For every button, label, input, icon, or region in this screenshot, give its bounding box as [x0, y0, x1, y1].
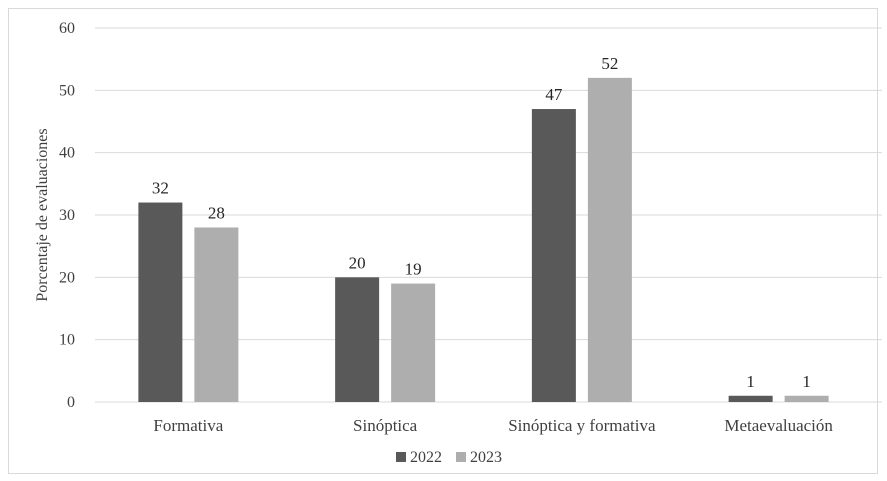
bars [138, 77, 829, 403]
bar-2022-2 [335, 277, 380, 402]
y-tick-label: 40 [59, 145, 75, 162]
bar-2022-3 [531, 109, 576, 403]
legend: 2022 2023 [396, 449, 502, 466]
legend-label: 2023 [470, 449, 502, 466]
bar-2022-4 [728, 395, 773, 402]
data-label: 47 [545, 85, 563, 104]
bar-2023-2 [391, 283, 436, 402]
y-tick-label: 20 [59, 269, 75, 286]
data-label: 32 [152, 179, 169, 198]
bar-2023-3 [587, 77, 632, 402]
data-label: 19 [405, 260, 422, 279]
data-labels: 32 28 20 19 47 52 1 1 [152, 54, 811, 391]
bar-2022-1 [138, 202, 183, 402]
data-label: 28 [208, 203, 225, 222]
x-category-label: Formativa [153, 416, 223, 435]
bar-2023-1 [194, 227, 239, 402]
legend-swatch-2022 [396, 452, 406, 462]
x-axis-categories: Formativa Sinóptica Sinóptica y formativa M… [153, 416, 833, 435]
y-tick-label: 50 [59, 82, 75, 99]
y-tick-label: 0 [67, 394, 75, 411]
x-category-label: Sinóptica [353, 416, 418, 435]
data-label: 20 [349, 253, 366, 272]
legend-swatch-2023 [456, 452, 466, 462]
data-label: 1 [746, 372, 755, 391]
x-category-label: Sinóptica y formativa [508, 416, 656, 435]
data-label: 1 [802, 372, 811, 391]
bar-2023-4 [784, 395, 829, 402]
y-axis-label: Porcentaje de evaluaciones [34, 128, 51, 301]
y-axis-ticks: 0 10 20 30 40 50 60 [59, 20, 75, 411]
x-category-label: Metaevaluación [724, 416, 833, 435]
y-tick-label: 60 [59, 20, 75, 37]
legend-label: 2022 [410, 449, 442, 466]
data-label: 52 [601, 54, 618, 73]
y-tick-label: 10 [59, 332, 75, 349]
y-tick-label: 30 [59, 207, 75, 224]
